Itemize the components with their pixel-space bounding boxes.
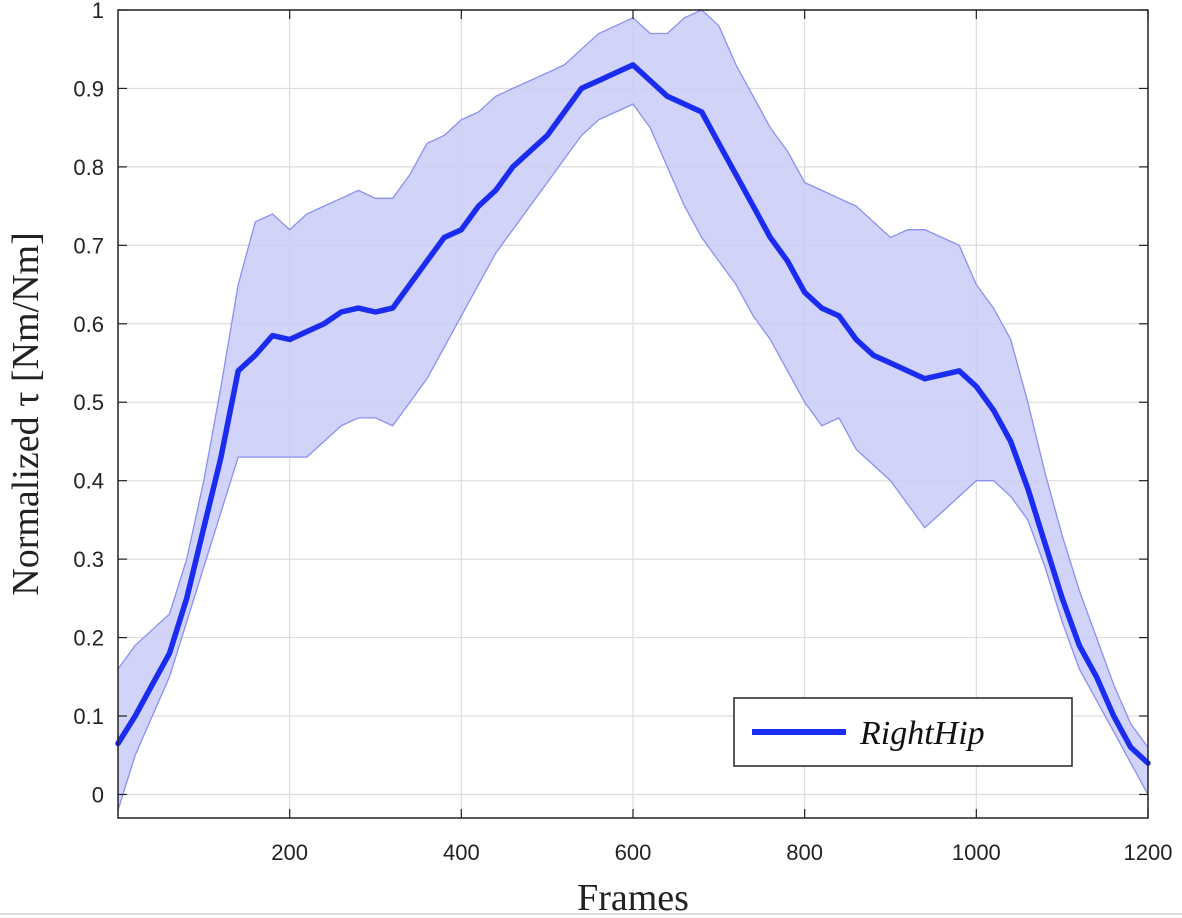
y-tick-label-10: 1 <box>92 0 104 23</box>
data-point-0-25 <box>546 134 548 137</box>
data-point-0-8 <box>254 354 256 356</box>
data-point-0-46 <box>907 370 909 372</box>
data-point-0-12 <box>323 323 325 325</box>
confidence-band-0 <box>118 10 1148 811</box>
y-tick-label-5: 0.5 <box>73 390 104 415</box>
data-point-0-51 <box>992 409 995 411</box>
series-line-group <box>115 62 1151 766</box>
y-tick-label-3: 0.3 <box>73 547 104 572</box>
data-point-0-56 <box>1078 644 1080 647</box>
data-point-0-20 <box>460 229 462 231</box>
data-point-0-49 <box>958 370 960 372</box>
data-point-0-38 <box>769 236 771 239</box>
data-point-0-15 <box>374 311 377 313</box>
data-point-0-45 <box>889 362 892 364</box>
data-point-0-11 <box>306 331 308 333</box>
data-point-0-40 <box>804 291 806 293</box>
data-point-0-16 <box>392 307 394 309</box>
data-point-0-59 <box>1130 746 1132 749</box>
legend: RightHip <box>733 697 1073 767</box>
data-point-0-4 <box>186 597 188 599</box>
data-point-0-29 <box>615 72 617 74</box>
data-point-0-32 <box>666 95 668 97</box>
y-tick-label-7: 0.7 <box>73 233 104 258</box>
x-tick-label-1: 400 <box>443 840 480 865</box>
x-tick-label-2: 600 <box>615 840 652 865</box>
data-point-0-10 <box>289 338 291 341</box>
y-tick-label-8: 0.8 <box>73 155 104 180</box>
data-point-0-44 <box>872 354 874 356</box>
x-tick-group: 200 400 600 800 1000 1200 <box>271 10 1172 865</box>
x-tick-label-0: 200 <box>271 840 308 865</box>
data-point-0-17 <box>409 284 411 286</box>
data-point-0-36 <box>735 174 737 176</box>
y-tick-label-0: 0 <box>92 782 104 807</box>
data-point-0-33 <box>683 103 686 105</box>
data-point-0-2 <box>151 684 153 686</box>
data-point-0-5 <box>203 527 205 529</box>
data-point-0-23 <box>512 166 514 168</box>
data-point-0-3 <box>168 652 171 654</box>
legend-label: RightHip <box>859 715 985 752</box>
data-point-0-41 <box>821 307 823 309</box>
y-tick-label-4: 0.4 <box>73 469 104 494</box>
data-point-0-31 <box>649 80 651 82</box>
y-tick-label-6: 0.6 <box>73 312 104 337</box>
data-point-0-39 <box>786 260 789 262</box>
x-tick-label-4: 1000 <box>952 840 1001 865</box>
data-point-0-52 <box>1010 440 1012 443</box>
y-tick-label-9: 0.9 <box>73 76 104 101</box>
data-point-0-6 <box>220 456 222 458</box>
data-point-0-22 <box>495 189 497 191</box>
data-point-0-30 <box>632 64 634 66</box>
data-point-0-54 <box>1044 542 1046 545</box>
data-point-0-18 <box>426 260 428 262</box>
x-tick-label-3: 800 <box>786 840 823 865</box>
data-point-0-58 <box>1113 715 1115 717</box>
data-point-0-19 <box>443 236 445 239</box>
data-point-0-13 <box>340 311 342 313</box>
data-point-0-1 <box>134 715 136 717</box>
x-tick-label-5: 1200 <box>1124 840 1173 865</box>
data-point-0-34 <box>701 111 703 113</box>
data-point-0-42 <box>838 315 840 317</box>
data-point-0-37 <box>752 205 754 207</box>
data-point-0-43 <box>855 338 857 341</box>
data-point-0-14 <box>357 307 359 309</box>
x-axis-title: Frames <box>577 877 689 918</box>
data-point-0-47 <box>924 378 926 380</box>
data-point-0-7 <box>237 370 239 372</box>
data-point-0-57 <box>1095 676 1098 678</box>
y-tick-label-2: 0.2 <box>73 626 104 651</box>
band-lower-edge-0 <box>117 103 1149 811</box>
y-tick-group: 0 0.1 0.2 0.3 0.4 0.5 0.6 0.7 0.8 0.9 1 <box>73 0 1148 807</box>
data-point-0-9 <box>271 335 274 337</box>
data-point-0-48 <box>941 374 943 376</box>
y-tick-label-1: 0.1 <box>73 704 104 729</box>
data-point-0-53 <box>1027 487 1029 490</box>
data-point-0-35 <box>718 142 720 144</box>
data-point-0-50 <box>975 385 977 388</box>
data-point-0-55 <box>1061 597 1063 599</box>
data-point-0-27 <box>580 87 583 89</box>
data-point-0-26 <box>563 111 565 113</box>
data-point-0-24 <box>529 150 531 152</box>
y-axis-title: Normalized τ [Nm/Nm] <box>5 232 47 596</box>
data-point-0-28 <box>598 80 600 82</box>
data-point-0-21 <box>477 205 480 207</box>
